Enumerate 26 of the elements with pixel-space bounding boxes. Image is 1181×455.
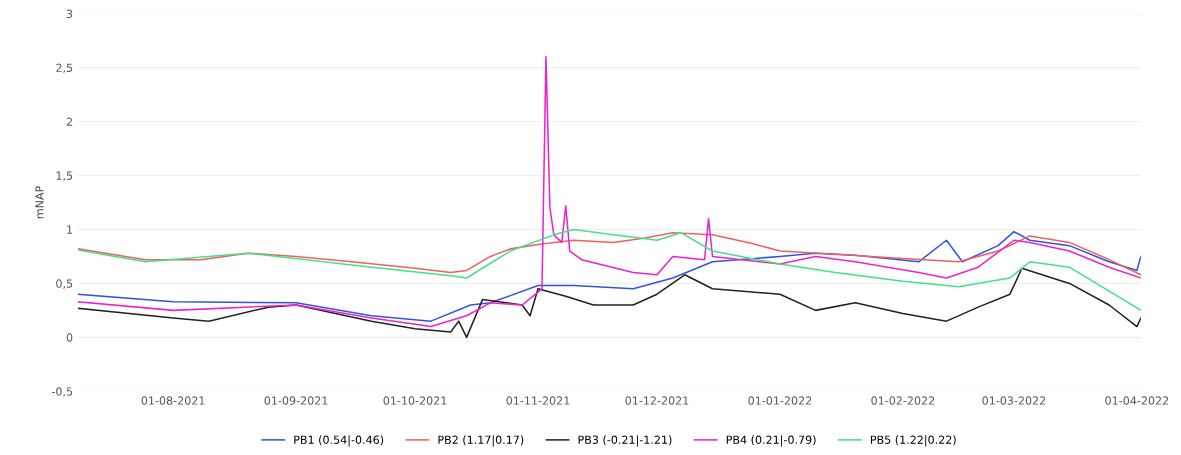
legend-label: PB3 (-0.21|-1.21) [578,435,672,447]
y-tick-label: 0 [66,333,73,342]
y-tick-label: -0,5 [51,387,73,397]
y-tick-label: 1,5 [56,171,73,182]
y-tick-label: 2,5 [56,63,73,74]
legend-label: PB1 (0.54|-0.46) [294,435,384,447]
x-tick-label: 01-08-2021 [141,396,205,405]
line-series [77,231,1141,276]
y-axis-title: mNAP [35,186,44,219]
y-tick-label: 3 [66,9,73,19]
legend-label: PB5 (1.22|0.22) [870,435,956,447]
y-tick-label: 0,5 [56,279,73,289]
x-tick-label: 01-10-2021 [383,396,447,405]
line-series [77,56,1141,328]
y-tick-label: 1 [67,225,73,234]
y-tick-label: 2 [66,117,72,126]
x-tick-label: 01-12-2021 [625,396,689,405]
line-series [77,267,1141,339]
x-tick-label: 01-11-2021 [506,396,570,405]
x-tick-label: 01-09-2021 [264,396,328,405]
x-tick-label: 01-01-2022 [748,396,812,405]
x-tick-label: 01-04-2022 [1105,396,1169,405]
legend-label: PB4 (0.21|-0.79) [726,435,816,447]
x-tick-label: 01-02-2022 [871,396,935,405]
legend-label: PB2 (1.17|0.17) [438,435,524,447]
x-tick-label: 01-03-2022 [982,396,1046,405]
